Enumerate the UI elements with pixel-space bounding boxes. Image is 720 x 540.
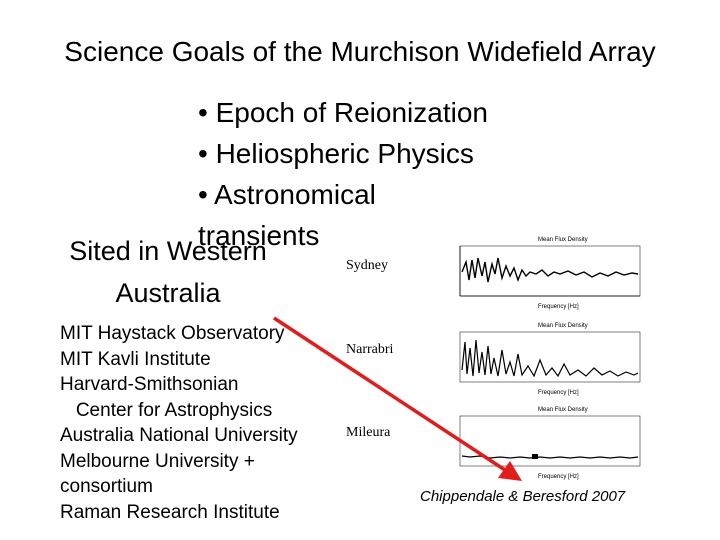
slide-title: Science Goals of the Murchison Widefield… xyxy=(64,36,656,67)
goal-item: • Heliospheric Physics xyxy=(198,138,474,169)
site-heading-line: Australia xyxy=(115,278,221,308)
partner-list: MIT Haystack Observatory MIT Kavli Insti… xyxy=(60,321,298,525)
mileura-spectrum-trace xyxy=(461,455,639,459)
site-label-narrabri: Narrabri xyxy=(346,342,394,357)
panel-xlabel: Frequency [Hz] xyxy=(538,304,579,310)
sydney-spectrum-trace xyxy=(461,257,639,283)
sydney-spectrum-panel: Mean Flux Density Frequency [Hz] xyxy=(459,237,641,310)
panel-title: Mean Flux Density xyxy=(538,323,588,329)
narrabri-spectrum-panel: Mean Flux Density Frequency [Hz] xyxy=(459,323,641,396)
narrabri-spectrum-trace xyxy=(461,339,639,378)
science-goals-list: • Epoch of Reionization • Heliospheric P… xyxy=(198,92,488,256)
partner-item: Melbourne University + xyxy=(60,450,255,472)
goal-item: transients xyxy=(198,220,320,251)
goal-item: • Astronomical xyxy=(198,179,376,210)
site-label-sydney: Sydney xyxy=(346,258,388,273)
site-heading-line: Sited in Western xyxy=(69,236,267,266)
partner-item: Raman Research Institute xyxy=(60,501,280,523)
credit-text: Chippendale & Beresford 2007 xyxy=(420,488,626,505)
partner-item: Harvard-Smithsonian xyxy=(60,374,239,395)
site-heading: Sited in Western Australia xyxy=(48,230,288,314)
panel-title: Mean Flux Density xyxy=(538,237,588,243)
partner-item: Australia National University xyxy=(60,425,298,446)
partner-item: Center for Astrophysics xyxy=(60,399,273,421)
site-label-mileura: Mileura xyxy=(346,425,391,440)
panel-xlabel: Frequency [Hz] xyxy=(538,474,579,480)
goal-item: • Epoch of Reionization xyxy=(198,97,488,128)
partner-item: MIT Haystack Observatory xyxy=(60,323,285,344)
partner-item: consortium xyxy=(60,476,153,497)
panel-xlabel: Frequency [Hz] xyxy=(538,390,579,396)
partner-item: MIT Kavli Institute xyxy=(60,348,211,370)
panel-title: Mean Flux Density xyxy=(538,407,588,413)
